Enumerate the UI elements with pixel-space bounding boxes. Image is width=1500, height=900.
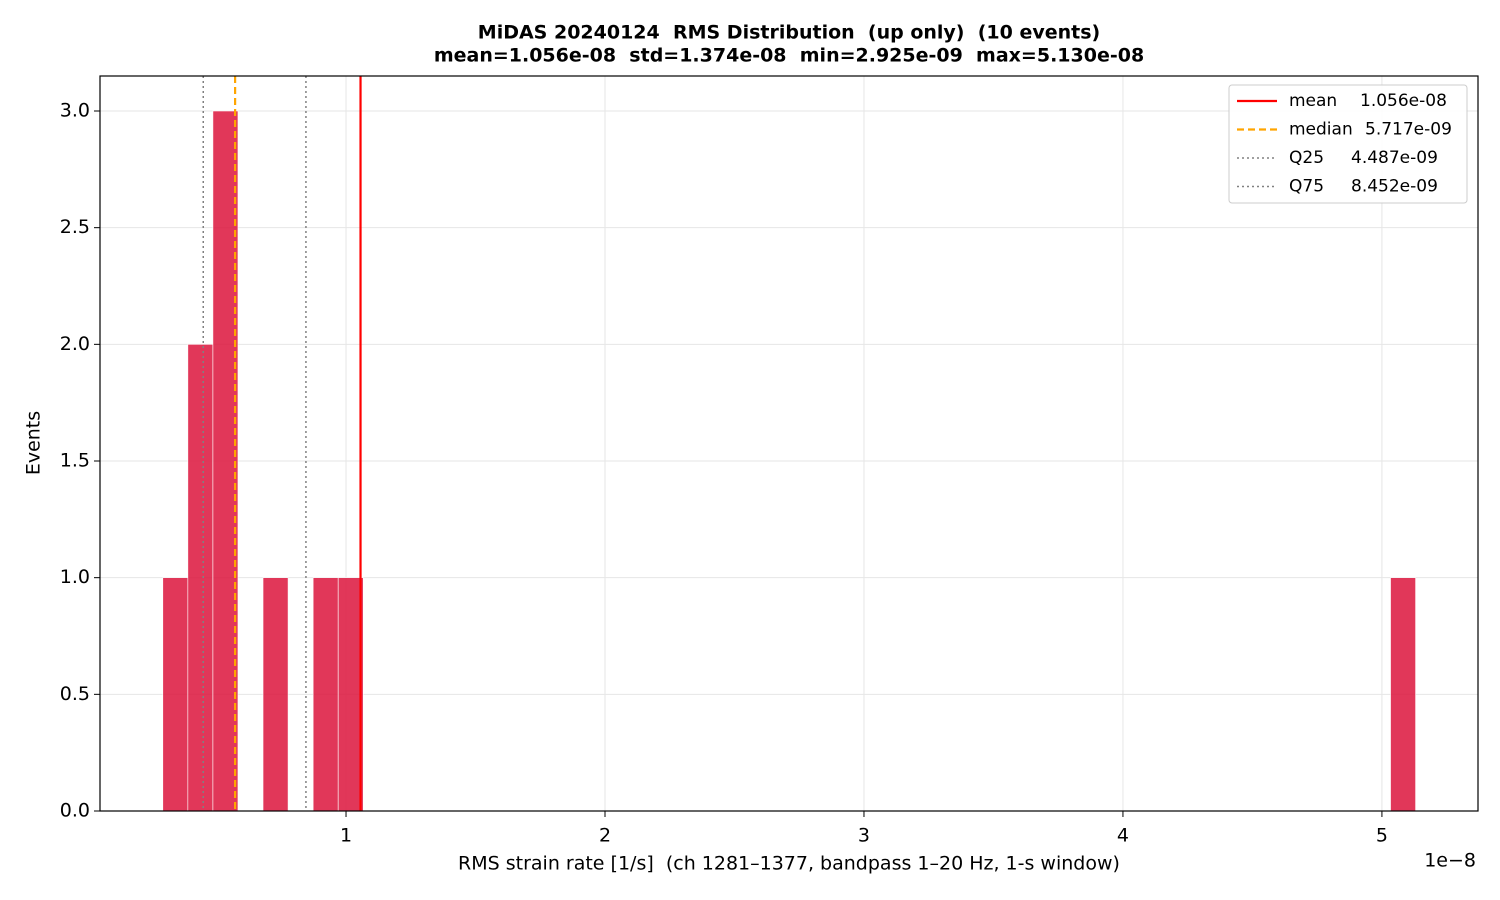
- legend-value: 4.487e-09: [1351, 148, 1438, 168]
- y-tick-label: 2.0: [60, 333, 90, 355]
- legend-value: 8.452e-09: [1351, 177, 1438, 197]
- x-offset-label: 1e−8: [1424, 850, 1476, 872]
- legend-name: median: [1289, 120, 1353, 140]
- y-tick-label: 1.0: [60, 566, 90, 588]
- chart-title: MiDAS 20240124 RMS Distribution (up only…: [478, 22, 1100, 44]
- plot-frame: [99, 75, 1479, 812]
- x-tick-label: 1: [340, 825, 352, 847]
- x-tick-label: 2: [599, 825, 611, 847]
- y-tick-label: 1.5: [60, 450, 90, 472]
- x-tick-label: 5: [1376, 825, 1388, 847]
- chart-subtitle: mean=1.056e-08 std=1.374e-08 min=2.925e-…: [434, 45, 1144, 67]
- legend-name: Q75: [1289, 177, 1324, 197]
- legend-value: 5.717e-09: [1365, 120, 1452, 140]
- y-tick-label: 0.5: [60, 683, 90, 705]
- legend-name: Q25: [1289, 148, 1324, 168]
- bar: [187, 344, 214, 812]
- bar: [212, 110, 239, 812]
- y-tick-label: 3.0: [60, 100, 90, 122]
- x-axis-label: RMS strain rate [1/s] (ch 1281–1377, ban…: [458, 853, 1120, 875]
- x-tick-label: 3: [858, 825, 870, 847]
- y-tick-label: 0.0: [60, 800, 90, 822]
- legend: mean 1.056e-08 median 5.717e-09 Q25 4.487e-09…: [1228, 84, 1468, 204]
- bar: [162, 577, 189, 812]
- y-tick-label: 2.5: [60, 216, 90, 238]
- legend-name: mean: [1289, 91, 1337, 111]
- legend-value: 1.056e-08: [1360, 91, 1447, 111]
- legend-box: [1228, 84, 1468, 204]
- x-tick-label: 4: [1117, 825, 1129, 847]
- bar: [1390, 577, 1416, 812]
- y-axis-label: Events: [23, 411, 45, 475]
- bar: [262, 577, 289, 812]
- bar: [312, 577, 339, 812]
- bar: [337, 577, 364, 812]
